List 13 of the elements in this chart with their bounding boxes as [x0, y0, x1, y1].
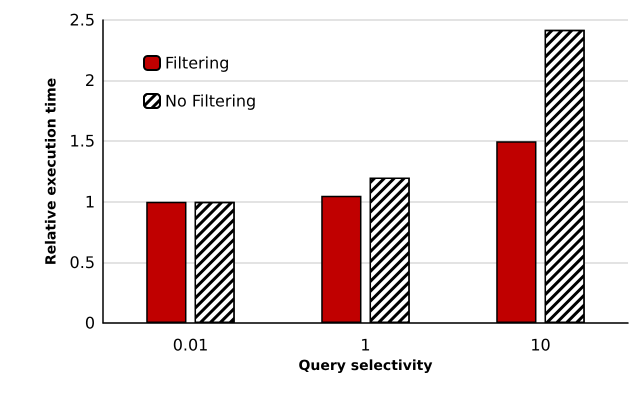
x-axis-title: Query selectivity — [298, 358, 432, 374]
y-tick-label: 0.5 — [70, 252, 95, 272]
x-tick-label: 10 — [530, 336, 551, 354]
y-tick-label: 2.5 — [70, 10, 95, 30]
y-axis-title: Relative execution time — [44, 78, 60, 266]
x-tick-label: 1 — [360, 336, 371, 354]
y-tick-label: 1.5 — [70, 132, 95, 151]
legend-label: No Filtering — [165, 92, 256, 110]
y-tick-label: 1 — [84, 192, 95, 212]
x-tick-label: 0.01 — [172, 336, 208, 354]
legend-label: Filtering — [165, 54, 230, 72]
y-tick-label: 0 — [84, 314, 95, 332]
y-tick-label: 2 — [84, 71, 95, 90]
